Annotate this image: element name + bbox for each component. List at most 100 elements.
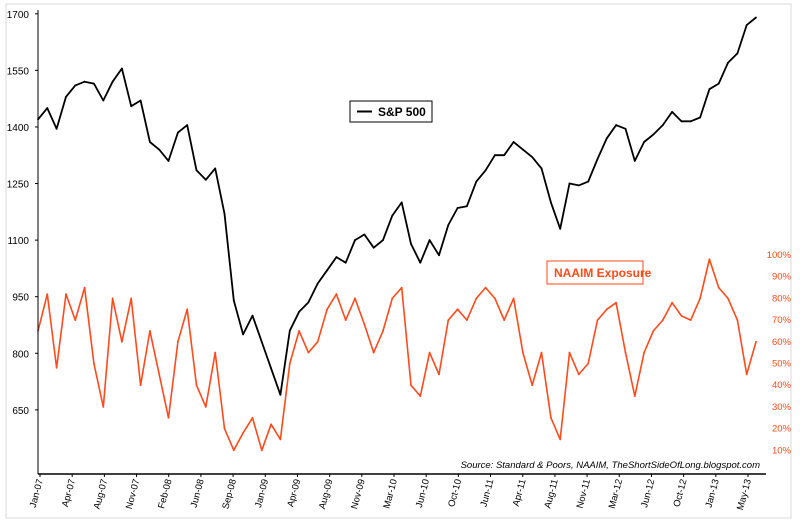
- sp500-point: [522, 148, 524, 151]
- naaim-point: [484, 286, 487, 289]
- sp500-point: [568, 182, 571, 185]
- y-right-tick-label: 60%: [772, 337, 792, 348]
- sp500-point: [661, 124, 664, 126]
- naaim-point: [428, 351, 431, 354]
- y-right-tick-label: 90%: [772, 272, 792, 283]
- naaim-point: [65, 293, 67, 295]
- naaim-point: [400, 286, 403, 289]
- naaim-point: [214, 351, 217, 354]
- naaim-point: [447, 319, 450, 321]
- legend-naaim-box: [546, 260, 644, 285]
- sp500-point: [410, 243, 412, 245]
- naaim-point: [540, 351, 543, 354]
- sp500-point: [307, 301, 310, 304]
- naaim-point: [633, 395, 636, 397]
- sp500-point: [242, 333, 245, 336]
- naaim-point: [121, 340, 123, 343]
- naaim-point: [596, 319, 599, 321]
- sp500-point: [615, 124, 617, 126]
- naaim-point: [204, 406, 207, 408]
- sp500-point: [689, 120, 692, 123]
- sp500-point: [214, 167, 217, 170]
- sp500-point: [680, 120, 683, 123]
- sp500-point: [699, 116, 701, 119]
- plot-area: [37, 16, 757, 452]
- sp500-point: [335, 256, 338, 258]
- sp500-point: [652, 133, 655, 136]
- sp500-point: [354, 239, 356, 242]
- sp500-point: [484, 169, 487, 172]
- sp500-point: [279, 393, 282, 396]
- series-line-sp500: [37, 16, 757, 396]
- naaim-point: [466, 319, 468, 321]
- y-left-tick-label: 1400: [7, 123, 30, 134]
- sp500-point: [736, 52, 739, 55]
- naaim-point: [689, 319, 692, 321]
- sp500-point: [708, 88, 711, 91]
- y-left-tick-label: 1250: [7, 180, 30, 191]
- naaim-point: [522, 351, 524, 354]
- sp500-point: [391, 214, 394, 217]
- naaim-point: [587, 362, 590, 365]
- legend-naaim: NAAIM Exposure: [546, 260, 652, 285]
- sp500-point: [102, 99, 105, 102]
- sp500-point: [466, 205, 468, 208]
- sp500-point: [251, 314, 254, 317]
- sp500-point: [605, 137, 608, 140]
- sp500-point: [419, 261, 422, 264]
- naaim-point: [410, 384, 412, 387]
- sp500-point: [55, 127, 58, 130]
- sp500-point: [456, 207, 459, 209]
- y-left-tick-label: 650: [12, 406, 29, 417]
- sp500-point: [643, 141, 645, 143]
- sp500-point: [149, 141, 151, 143]
- source-note: Source: Standard & Poors, NAAIM, TheShor…: [461, 460, 760, 471]
- naaim-point: [577, 373, 580, 376]
- sp500-point: [363, 233, 366, 236]
- legend-sp500-label: S&P 500: [378, 105, 426, 119]
- y-right-tick-label: 100%: [767, 250, 792, 261]
- sp500-point: [624, 127, 627, 130]
- naaim-point: [167, 416, 170, 419]
- sp500-point: [83, 80, 86, 83]
- sp500-point: [755, 16, 757, 19]
- naaim-point: [316, 340, 319, 343]
- sp500-point: [512, 141, 515, 143]
- y-left-tick-label: 1700: [7, 10, 30, 21]
- naaim-point: [270, 423, 272, 426]
- naaim-point: [605, 308, 608, 311]
- sp500-point: [344, 261, 347, 264]
- naaim-point: [568, 351, 571, 354]
- naaim-point: [298, 330, 300, 332]
- naaim-point: [438, 373, 440, 376]
- series-line-naaim: [37, 258, 757, 452]
- naaim-point: [93, 362, 95, 365]
- naaim-point: [46, 293, 49, 295]
- naaim-point: [335, 293, 338, 295]
- sp500-point: [204, 178, 207, 181]
- y-left-tick-label: 1550: [7, 66, 30, 77]
- sp500-point: [550, 201, 552, 204]
- sp500-point: [382, 239, 384, 242]
- sp500-point: [298, 310, 300, 313]
- naaim-point: [755, 340, 757, 343]
- naaim-point: [652, 330, 655, 332]
- naaim-point: [419, 395, 422, 397]
- sp500-point: [288, 329, 291, 332]
- sp500-point: [186, 124, 189, 126]
- sp500-point: [93, 82, 95, 85]
- naaim-point: [494, 297, 496, 300]
- naaim-point: [456, 308, 459, 311]
- naaim-point: [260, 449, 263, 452]
- legend-sp500-box: [349, 100, 433, 123]
- y-right-tick-label: 20%: [772, 424, 792, 435]
- naaim-point: [251, 416, 254, 419]
- sp500-point: [372, 246, 375, 249]
- sp500-point: [438, 254, 440, 257]
- sp500-point: [400, 201, 403, 204]
- y-right-tick-label: 70%: [772, 315, 792, 326]
- y-right-tick-label: 30%: [772, 402, 792, 413]
- sp500-point: [74, 84, 77, 87]
- naaim-point: [503, 319, 506, 321]
- naaim-point: [288, 362, 291, 365]
